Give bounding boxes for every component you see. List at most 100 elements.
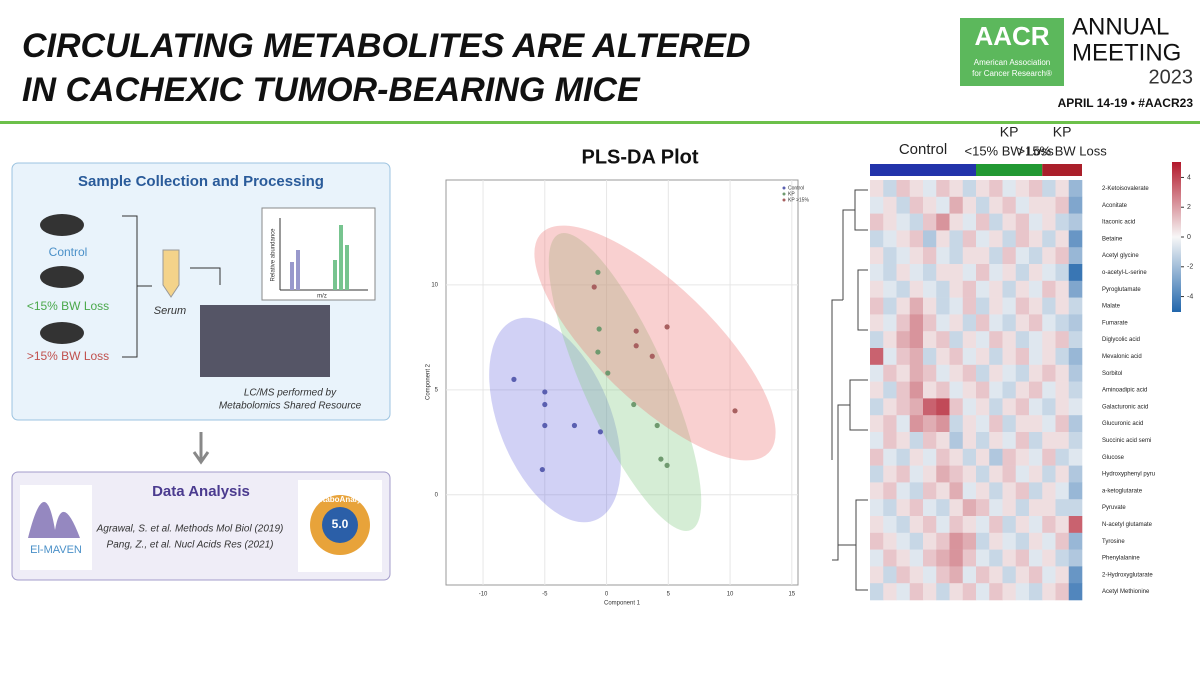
- heatmap-cell: [1002, 465, 1017, 483]
- meeting: ANNUAL: [1072, 13, 1169, 40]
- heatmap-cell: [976, 583, 990, 601]
- heatmap-cell: [949, 196, 964, 214]
- heatmap-cell: [1068, 196, 1083, 214]
- heatmap: Control KP <15% BW Loss KP >15% BW Loss 2-Ket…: [870, 124, 1193, 601]
- heatmap-cell: [909, 297, 924, 315]
- title: CIRCULATING METABOLITES ARE ALTERED: [22, 27, 750, 65]
- heatmap-cell: [896, 381, 911, 399]
- group-bar: [976, 164, 1043, 176]
- heatmap-cell: [989, 348, 1003, 366]
- heatmap-cell: [883, 432, 897, 450]
- heatmap-cell: [896, 180, 911, 198]
- colorbar-label: 0: [1187, 234, 1191, 241]
- heatmap-cell: [1015, 482, 1030, 500]
- heatmap-cell: [1029, 230, 1043, 248]
- heatmap-cell: [1015, 415, 1030, 433]
- heatmap-cell: [989, 180, 1003, 198]
- heatmap-cell: [1042, 213, 1056, 231]
- heatmap-cell: [883, 230, 897, 248]
- row-label: Galacturonic acid: [1102, 404, 1148, 410]
- heatmap-cell: [1002, 415, 1017, 433]
- row-label: Betaine: [1102, 236, 1123, 242]
- heatmap-cell: [989, 247, 1003, 265]
- group-label: <15% BW Loss: [27, 299, 109, 313]
- heatmap-cell: [989, 499, 1003, 517]
- heatmap-cell: [1015, 247, 1030, 265]
- x-tick-label: 5: [667, 592, 671, 598]
- heatmap-cell: [936, 381, 950, 399]
- heatmap-cell: [962, 566, 977, 584]
- heatmap-cell: [896, 297, 911, 315]
- heatmap-cell: [923, 415, 937, 433]
- heatmap-cell: [896, 364, 911, 382]
- row-label: o-acetyl-L-serine: [1102, 270, 1147, 276]
- heatmap-cell: [883, 566, 897, 584]
- heatmap-cell: [1055, 482, 1070, 500]
- heatmap-cell: [936, 566, 950, 584]
- row-label: Acetyl glycine: [1102, 253, 1139, 259]
- heatmap-cell: [949, 180, 964, 198]
- heatmap-cell: [896, 499, 911, 517]
- x-tick-label: 10: [727, 592, 734, 598]
- heatmap-cell: [989, 549, 1003, 567]
- heatmap-cell: [1002, 398, 1017, 416]
- legend-marker: [782, 186, 786, 190]
- heatmap-cell: [1002, 364, 1017, 382]
- heatmap-cell: [989, 465, 1003, 483]
- heatmap-cell: [936, 448, 950, 466]
- inset-label: m/z: [317, 294, 327, 300]
- heatmap-cell: [909, 230, 924, 248]
- heatmap-cell: [883, 331, 897, 349]
- heatmap-cell: [870, 398, 884, 416]
- heatmap-cell: [949, 448, 964, 466]
- heatmap-cell: [936, 398, 950, 416]
- heatmap-cell: [989, 264, 1003, 282]
- heatmap-cell: [936, 364, 950, 382]
- heatmap-cell: [1055, 583, 1070, 601]
- heatmap-cell: [870, 516, 884, 534]
- heatmap-cell: [923, 264, 937, 282]
- heatmap-cell: [1015, 196, 1030, 214]
- heatmap-cell: [1068, 213, 1083, 231]
- heatmap-cell: [909, 213, 924, 231]
- heatmap-cell: [949, 566, 964, 584]
- lcms-label: LC/MS performed by: [244, 388, 337, 399]
- inset-peaks: [290, 250, 300, 290]
- meeting: MEETING: [1072, 39, 1181, 66]
- heatmap-cell: [1002, 280, 1017, 298]
- inset-peaks: [333, 225, 349, 290]
- heatmap-cell: [909, 364, 924, 382]
- heatmap-cell: [1029, 532, 1043, 550]
- heatmap-cell: [1055, 398, 1070, 416]
- heatmap-cell: [1042, 230, 1056, 248]
- heatmap-cell: [962, 532, 977, 550]
- heatmap-cell: [976, 499, 990, 517]
- heatmap-cell: [923, 297, 937, 315]
- heatmap-cell: [923, 364, 937, 382]
- heatmap-cell: [923, 549, 937, 567]
- dendrogram: [831, 189, 868, 591]
- heatmap-cell: [870, 381, 884, 399]
- heatmap-cell: [870, 499, 884, 517]
- x-tick-label: -5: [542, 592, 548, 598]
- heatmap-cell: [1068, 432, 1083, 450]
- heatmap-cell: [1068, 398, 1083, 416]
- heatmap-cell: [949, 264, 964, 282]
- heatmap-cell: [949, 213, 964, 231]
- down-arrow: [192, 432, 210, 465]
- row-label: Sorbitol: [1102, 371, 1122, 377]
- heatmap-cell: [883, 213, 897, 231]
- point: [595, 269, 601, 275]
- colorbar-label: -4: [1187, 293, 1193, 300]
- heatmap-cell: [936, 331, 950, 349]
- heatmap-cell: [936, 180, 950, 198]
- heatmap-cell: [962, 314, 977, 332]
- heatmap-cell: [1068, 549, 1083, 567]
- group-label: >15% BW Loss: [27, 349, 109, 363]
- heatmap-cell: [1055, 196, 1070, 214]
- heatmap-cell: [896, 415, 911, 433]
- heatmap-cell: [1055, 247, 1070, 265]
- mice: [40, 214, 84, 344]
- heatmap-cell: [1055, 348, 1070, 366]
- logo-sub: American Association: [974, 58, 1050, 67]
